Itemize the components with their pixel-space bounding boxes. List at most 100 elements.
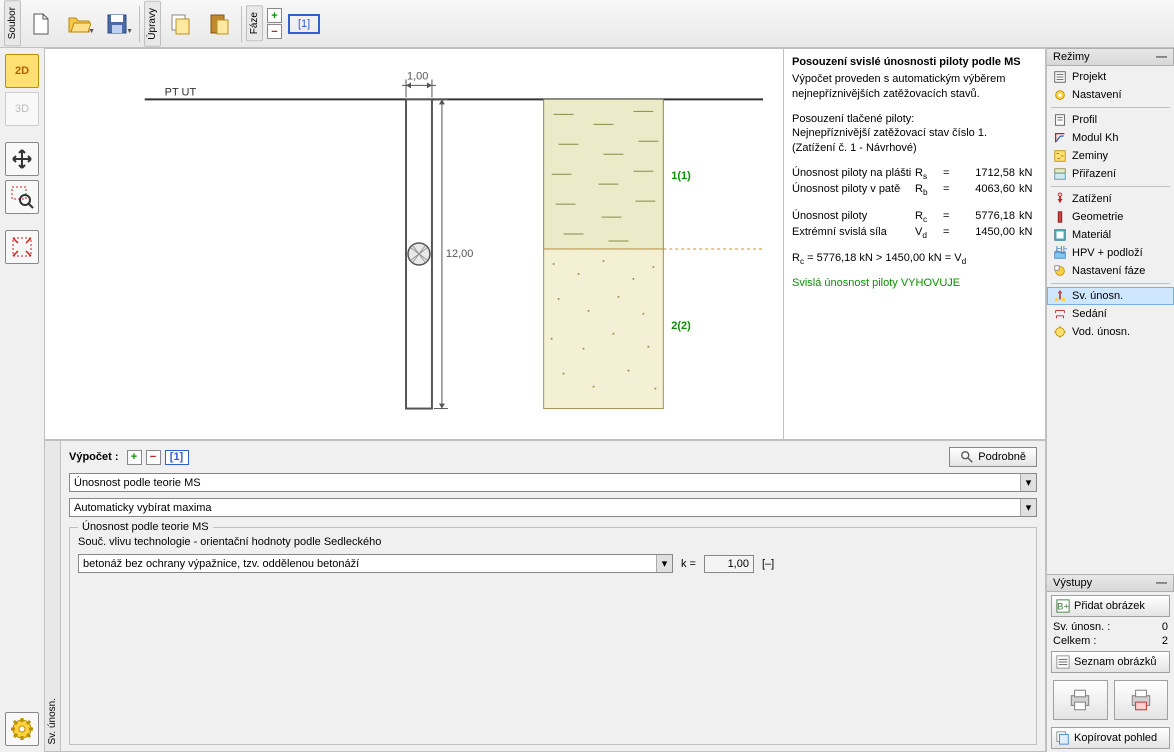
printer-icon bbox=[1067, 687, 1093, 713]
svg-text:1,00: 1,00 bbox=[407, 70, 428, 82]
dropdown-icon: ▾ bbox=[1020, 499, 1036, 516]
image-list-button[interactable]: Seznam obrázků bbox=[1051, 651, 1170, 673]
outputs-header: Výstupy— bbox=[1047, 574, 1174, 592]
add-image-button[interactable]: B+ Přidat obrázek bbox=[1051, 595, 1170, 617]
svg-text:12,00: 12,00 bbox=[446, 248, 473, 260]
new-button[interactable] bbox=[23, 6, 59, 42]
mode-icon bbox=[1053, 289, 1067, 303]
copy-icon bbox=[169, 12, 193, 36]
tab-upravy[interactable]: Úpravy bbox=[144, 1, 161, 47]
svg-text:2(2): 2(2) bbox=[671, 320, 691, 332]
k-label: k = bbox=[681, 558, 696, 570]
svg-text:1(1): 1(1) bbox=[671, 170, 691, 182]
group-legend: Únosnost podle teorie MS bbox=[78, 521, 213, 533]
dropdown-icon: ▼ bbox=[88, 28, 95, 35]
mode-item-sv-nosn-[interactable]: Sv. únosn. bbox=[1047, 287, 1174, 305]
mode-item-nastaven-[interactable]: Nastavení bbox=[1047, 86, 1174, 104]
calc-remove-button[interactable]: − bbox=[146, 450, 161, 465]
tab-soubor[interactable]: Soubor bbox=[4, 0, 21, 46]
mode-item-vod-nosn-[interactable]: Vod. únosn. bbox=[1047, 323, 1174, 341]
zoom-region-button[interactable] bbox=[5, 180, 39, 214]
drawing-canvas[interactable]: PT UT 1(1) 2(2) bbox=[44, 48, 784, 440]
save-button[interactable]: ▼ bbox=[99, 6, 135, 42]
theory-group: Únosnost podle teorie MS Souč. vlivu tec… bbox=[69, 527, 1037, 745]
mode-icon bbox=[1053, 70, 1067, 84]
add-stage-button[interactable]: + bbox=[267, 8, 282, 23]
minimize-button[interactable]: — bbox=[1156, 51, 1167, 63]
results-status: Svislá únosnost piloty VYHOVUJE bbox=[792, 276, 1037, 291]
view-3d-button[interactable]: 3D bbox=[5, 92, 39, 126]
results-comparison: Rc = 5776,18 kN > 1450,00 kN = Vd bbox=[792, 251, 1037, 267]
mode-label: Profil bbox=[1072, 114, 1097, 126]
mode-item-profil[interactable]: Profil bbox=[1047, 111, 1174, 129]
mode-item-nastaven-f-ze[interactable]: Nastavení fáze bbox=[1047, 262, 1174, 280]
theory-combo[interactable]: Únosnost podle teorie MS▾ bbox=[69, 473, 1037, 492]
stage-add-remove: + − bbox=[267, 8, 282, 39]
bottom-panel: Sv. únosn. Výpočet : + − [1] Podrobně Ún… bbox=[44, 440, 1046, 752]
stage-indicator[interactable]: [1] bbox=[288, 14, 320, 34]
tab-faze[interactable]: Fáze bbox=[246, 5, 263, 41]
minimize-button[interactable]: — bbox=[1156, 577, 1167, 589]
mode-item-materi-l[interactable]: Materiál bbox=[1047, 226, 1174, 244]
main-toolbar: Soubor ▼ ▼ Úpravy Fáze + − [1] bbox=[0, 0, 1174, 48]
results-panel: Posouzení svislé únosnosti piloty podle … bbox=[784, 48, 1046, 440]
mode-item-modul-kh[interactable]: Modul Kh bbox=[1047, 129, 1174, 147]
k-unit: [–] bbox=[762, 558, 774, 570]
fit-view-button[interactable] bbox=[5, 230, 39, 264]
mode-label: Nastavení fáze bbox=[1072, 265, 1145, 277]
mode-item-hpv-podlo-[interactable]: HPV HPV + podloží bbox=[1047, 244, 1174, 262]
view-2d-button[interactable]: 2D bbox=[5, 54, 39, 88]
mode-label: Projekt bbox=[1072, 71, 1106, 83]
mode-item-p-i-azen-[interactable]: Přiřazení bbox=[1047, 165, 1174, 183]
dock-tab[interactable]: Sv. únosn. bbox=[45, 441, 61, 751]
technology-combo[interactable]: betonáž bez ochrany výpažnice, tzv. oddě… bbox=[78, 554, 673, 573]
calc-stage-button[interactable]: [1] bbox=[165, 450, 189, 465]
mode-icon bbox=[1053, 325, 1067, 339]
svg-text:B+: B+ bbox=[1057, 602, 1069, 613]
copy-button[interactable] bbox=[163, 6, 199, 42]
mode-icon bbox=[1053, 307, 1067, 321]
mode-label: Zeminy bbox=[1072, 150, 1108, 162]
maxima-combo[interactable]: Automaticky vybírat maxima▾ bbox=[69, 498, 1037, 517]
open-button[interactable]: ▼ bbox=[61, 6, 97, 42]
detail-button[interactable]: Podrobně bbox=[949, 447, 1037, 467]
modes-list: Projekt Nastavení Profil Modul Kh Zeminy Přiř… bbox=[1047, 66, 1174, 343]
mode-label: Materiál bbox=[1072, 229, 1111, 241]
output-count-row: Celkem :2 bbox=[1047, 634, 1174, 648]
paste-button[interactable] bbox=[201, 6, 237, 42]
calc-add-button[interactable]: + bbox=[127, 450, 142, 465]
mode-label: Sv. únosn. bbox=[1072, 290, 1123, 302]
separator bbox=[241, 6, 242, 42]
mode-label: Zatížení bbox=[1072, 193, 1112, 205]
mode-icon bbox=[1053, 149, 1067, 163]
add-image-icon: B+ bbox=[1056, 599, 1070, 613]
remove-stage-button[interactable]: − bbox=[267, 24, 282, 39]
mode-icon: HPV bbox=[1053, 246, 1067, 260]
mode-item-sed-n-[interactable]: Sedání bbox=[1047, 305, 1174, 323]
paste-icon bbox=[207, 12, 231, 36]
new-file-icon bbox=[29, 12, 53, 36]
mode-icon bbox=[1053, 88, 1067, 102]
copy-view-icon bbox=[1056, 731, 1070, 745]
print-color-button[interactable] bbox=[1114, 680, 1169, 720]
mode-icon bbox=[1053, 210, 1067, 224]
copy-view-button[interactable]: Kopírovat pohled bbox=[1051, 727, 1170, 749]
results-title: Posouzení svislé únosnosti piloty podle … bbox=[792, 55, 1037, 70]
mode-item-geometrie[interactable]: Geometrie bbox=[1047, 208, 1174, 226]
mode-item-zat-en-[interactable]: Zatížení bbox=[1047, 190, 1174, 208]
pan-button[interactable] bbox=[5, 142, 39, 176]
dropdown-icon: ▼ bbox=[126, 28, 133, 35]
print-button[interactable] bbox=[1053, 680, 1108, 720]
zoom-select-icon bbox=[10, 185, 34, 209]
separator bbox=[139, 6, 140, 42]
gear-icon bbox=[10, 717, 34, 741]
mode-item-projekt[interactable]: Projekt bbox=[1047, 68, 1174, 86]
mode-icon bbox=[1053, 131, 1067, 145]
mode-icon bbox=[1053, 167, 1067, 181]
mode-icon bbox=[1053, 264, 1067, 278]
mode-item-zeminy[interactable]: Zeminy bbox=[1047, 147, 1174, 165]
modes-header: Režimy— bbox=[1047, 48, 1174, 66]
mode-label: HPV + podloží bbox=[1072, 247, 1143, 259]
list-icon bbox=[1056, 655, 1070, 669]
settings-button[interactable] bbox=[5, 712, 39, 746]
